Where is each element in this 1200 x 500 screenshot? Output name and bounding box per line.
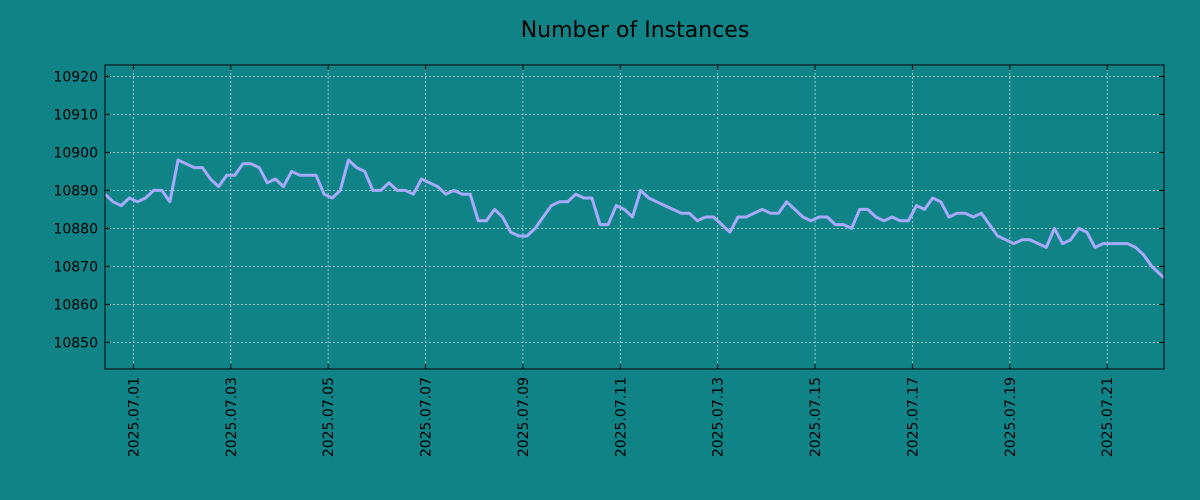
axes-frame (104, 64, 1165, 370)
y-tick-label: 10850 (53, 335, 98, 351)
y-tick-label: 10900 (53, 145, 98, 161)
series-line-0 (103, 158, 1166, 279)
x-tick-label: 2025.07.05 (321, 377, 337, 457)
y-tick-label: 10910 (53, 107, 98, 123)
ticks-layer: 10850 10860 10870 10880 10890 10900 10910 10920… (53, 65, 1164, 457)
x-tick-label: 2025.07.11 (613, 377, 629, 457)
x-tick-label: 2025.07.03 (224, 377, 240, 457)
y-tick-label: 10860 (53, 297, 98, 313)
y-tick-label: 10920 (53, 69, 98, 85)
x-tick-label: 2025.07.21 (1100, 377, 1116, 457)
x-tick-label: 2025.07.15 (808, 377, 824, 457)
series-layer (103, 158, 1166, 279)
x-tick-label: 2025.07.07 (419, 377, 435, 457)
grid (105, 65, 1164, 369)
x-tick-label: 2025.07.19 (1003, 377, 1019, 457)
x-tick-label: 2025.07.17 (905, 377, 921, 457)
y-tick-label: 10880 (53, 221, 98, 237)
x-tick-label: 2025.07.13 (711, 377, 727, 457)
x-tick-label: 2025.07.01 (126, 377, 142, 457)
chart-title: Number of Instances (521, 18, 750, 43)
y-tick-label: 10890 (53, 183, 98, 199)
x-tick-label: 2025.07.09 (516, 377, 532, 457)
y-tick-label: 10870 (53, 259, 98, 275)
